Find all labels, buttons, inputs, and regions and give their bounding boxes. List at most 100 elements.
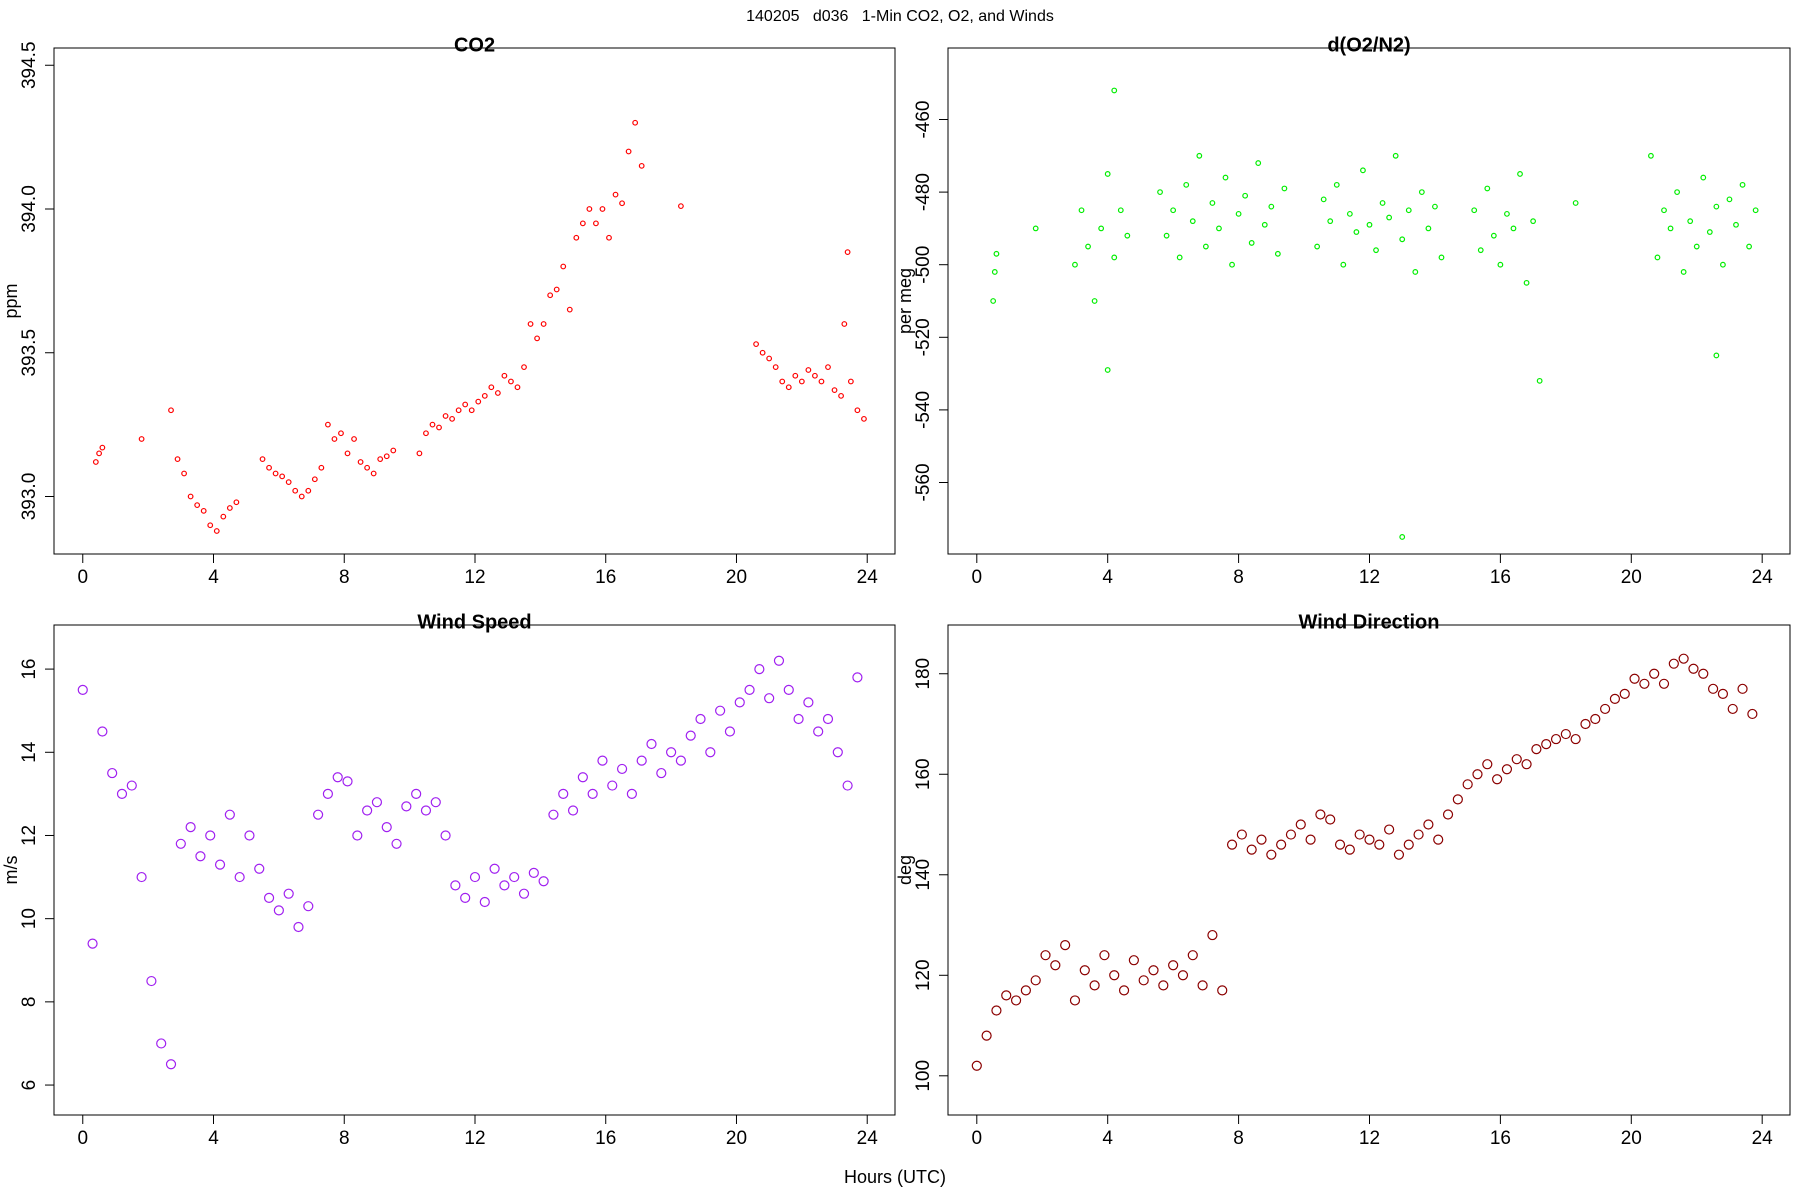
panel-title: CO2 [454, 34, 495, 56]
point [1207, 929, 1218, 941]
point [391, 838, 402, 849]
point [773, 655, 785, 666]
point [646, 738, 657, 750]
y-tick-label: 100 [913, 1060, 934, 1092]
point [420, 805, 432, 816]
x-tick-label: 12 [464, 567, 485, 588]
point [455, 407, 462, 414]
panel-title: Wind Speed [417, 611, 531, 633]
x-tick-label: 4 [208, 1128, 219, 1149]
point [1177, 970, 1189, 981]
point [1118, 985, 1130, 996]
point [1242, 192, 1249, 199]
point [1353, 229, 1360, 235]
point [1452, 794, 1463, 805]
y-axis-label: per meg [895, 268, 915, 334]
point [508, 378, 514, 385]
point [1379, 200, 1386, 206]
point [344, 450, 351, 457]
x-tick-label: 24 [1752, 567, 1774, 588]
y-tick-label: 180 [913, 658, 934, 690]
point [305, 487, 312, 494]
point [1163, 232, 1170, 239]
point [1403, 839, 1414, 850]
point [971, 1060, 982, 1071]
point [1344, 844, 1355, 855]
point [803, 697, 814, 708]
point [612, 191, 619, 198]
point [1089, 980, 1100, 991]
point [1274, 250, 1281, 257]
point [195, 851, 206, 862]
point [1490, 232, 1497, 239]
point [97, 726, 108, 737]
x-tick-label: 24 [857, 567, 879, 588]
point [1747, 708, 1758, 720]
point [351, 436, 357, 442]
point [825, 364, 831, 371]
point [1405, 207, 1412, 214]
point [325, 421, 331, 428]
x-tick-label: 12 [1359, 567, 1380, 588]
point [1209, 200, 1216, 206]
point [475, 398, 482, 405]
point [509, 871, 520, 883]
point [812, 372, 818, 379]
point [841, 321, 848, 327]
point [1678, 653, 1689, 664]
point [352, 830, 363, 841]
y-tick-label: 8 [19, 997, 40, 1008]
point [1713, 203, 1720, 210]
point [852, 672, 863, 683]
point [312, 809, 324, 820]
point [489, 863, 500, 874]
point [695, 713, 706, 725]
point [1099, 950, 1110, 961]
point [165, 1059, 177, 1070]
point [1315, 809, 1326, 820]
point [779, 378, 786, 385]
point [838, 392, 844, 399]
point [416, 450, 423, 457]
point [1256, 834, 1267, 845]
point [311, 476, 318, 483]
x-tick-label: 0 [77, 567, 88, 588]
point [1236, 829, 1247, 840]
point [822, 713, 834, 725]
point [181, 470, 187, 477]
point [1639, 678, 1650, 689]
point [303, 901, 314, 912]
point [1393, 849, 1405, 860]
point [1001, 990, 1012, 1001]
point [1399, 534, 1406, 540]
point [1281, 185, 1288, 192]
x-tick-label: 8 [1233, 567, 1244, 588]
point [220, 513, 227, 520]
point [1648, 152, 1654, 159]
x-tick-label: 8 [339, 1128, 350, 1149]
point [1333, 181, 1340, 188]
point [1680, 269, 1687, 275]
point [1746, 243, 1752, 250]
point [527, 321, 534, 327]
point [514, 384, 521, 391]
point [187, 493, 194, 500]
point [293, 921, 304, 933]
point [390, 447, 397, 454]
point [1109, 970, 1120, 981]
point [1609, 693, 1621, 704]
point [213, 528, 220, 534]
point [1654, 254, 1661, 261]
point [847, 378, 854, 385]
point [214, 859, 226, 870]
point [619, 200, 625, 207]
point [1600, 703, 1611, 715]
point [423, 430, 429, 437]
point [1425, 225, 1432, 232]
point [146, 975, 157, 987]
point [586, 206, 593, 212]
point [547, 292, 554, 299]
point [1667, 225, 1674, 232]
point [1196, 152, 1203, 159]
